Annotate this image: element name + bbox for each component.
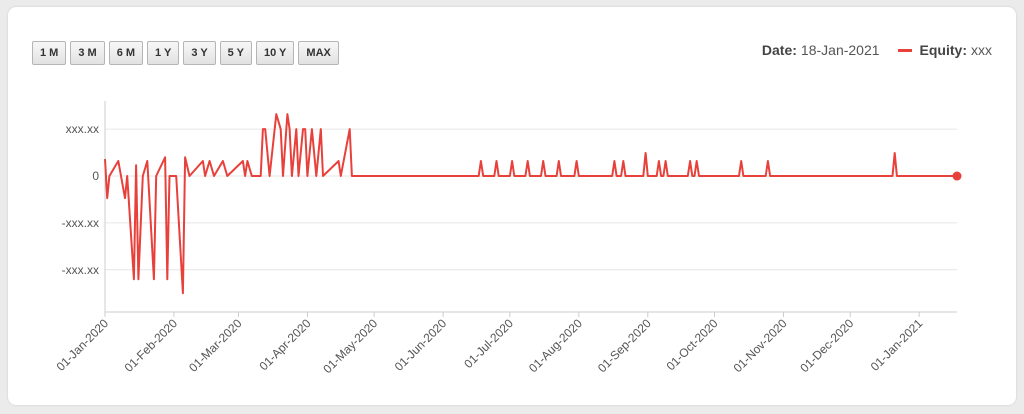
- equity-line: [104, 113, 957, 295]
- x-tick-label: 01-Apr-2020: [256, 316, 313, 373]
- range-button[interactable]: 3 M: [70, 41, 105, 65]
- x-tick-label: 01-Aug-2020: [526, 316, 585, 375]
- range-button[interactable]: 5 Y: [219, 41, 252, 65]
- range-button[interactable]: 6 M: [108, 41, 144, 65]
- range-button[interactable]: 10 Y: [255, 41, 295, 65]
- x-tick-label: 01-Dec-2020: [797, 316, 856, 375]
- end-marker: [952, 171, 962, 181]
- x-tick-label: 01-Feb-2020: [122, 316, 181, 375]
- date-label: Date:: [761, 42, 797, 58]
- y-tick-label: -xxx.xx: [62, 216, 99, 230]
- range-button[interactable]: 1 Y: [147, 41, 180, 65]
- range-button[interactable]: 3 Y: [183, 41, 216, 65]
- readout: Date: 18-Jan-2021 Equity: xxx: [762, 42, 992, 58]
- range-button[interactable]: 1 M: [32, 41, 67, 65]
- y-tick-label: -xxx.xx: [62, 263, 99, 277]
- x-tick-label: 01-May-2020: [320, 316, 380, 376]
- chart-card: [8, 7, 1016, 405]
- x-tick-label: 01-Jan-2020: [54, 316, 112, 374]
- y-tick-label: xxx.xx: [66, 122, 99, 136]
- x-tick-label: 01-Jul-2020: [461, 316, 516, 371]
- x-tick-label: 01-Oct-2020: [664, 316, 721, 373]
- x-tick-label: 01-Jan-2021: [868, 316, 926, 374]
- range-button[interactable]: MAX: [298, 41, 339, 65]
- x-tick-label: 01-Sep-2020: [595, 316, 654, 375]
- series-value: xxx: [971, 42, 992, 58]
- date-value: 18-Jan-2021: [800, 42, 880, 58]
- legend-swatch: [897, 48, 912, 52]
- y-tick-label: 0: [92, 169, 99, 183]
- x-tick-label: 01-Mar-2020: [186, 316, 245, 375]
- x-tick-label: 01-Nov-2020: [731, 316, 790, 375]
- x-tick-label: 01-Jun-2020: [392, 316, 450, 374]
- series-label: Equity:: [919, 42, 967, 58]
